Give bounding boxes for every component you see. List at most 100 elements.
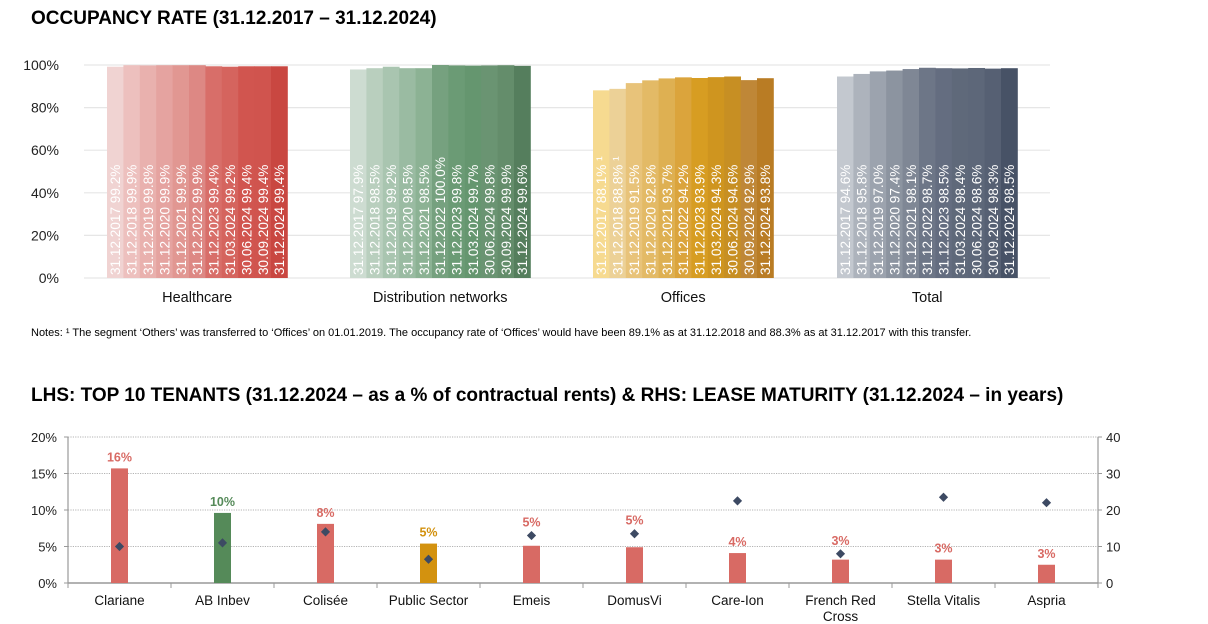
occupancy-bar [172,65,190,278]
bar-value-label: 31.12.2020 99.9% [157,165,172,275]
bar-value-label: 31.12.2017 99.2% [108,165,123,275]
y-left-tick-label: 15% [31,467,57,482]
category-label: DomusVi [607,593,662,608]
y-tick-label: 40% [31,185,59,201]
occupancy-bar [481,65,498,279]
bar-value-label: 31.12.2017 94.6% [838,165,853,275]
category-label: Cross [823,609,859,624]
y-right-tick-label: 0 [1106,576,1113,591]
occupancy-chart-title: OCCUPANCY RATE (31.12.2017 – 31.12.2024) [31,8,437,29]
bar-value-label: 31.03.2024 99.2% [223,165,238,275]
lease-maturity-marker [732,496,743,506]
bar-value-label: 31.12.2024 99.4% [272,165,287,275]
bar-value-label: 31.12.2017 88.1% ¹ [594,156,609,275]
tenant-bar-label: 3% [934,542,952,556]
category-label: Total [912,290,943,306]
tenant-bar [523,545,540,583]
bar-value-label: 31.12.2019 99.8% [141,165,156,275]
chart-notes: Notes: ¹ The segment ‘Others’ was transf… [31,327,972,339]
y-left-tick-label: 5% [38,540,57,555]
occupancy-bar [107,66,124,278]
bar-value-label: 30.09.2024 92.9% [742,165,757,275]
occupancy-bar [625,83,643,278]
y-right-tick-label: 20 [1106,503,1120,518]
tenant-bar-label: 3% [831,534,849,548]
bar-value-label: 31.12.2020 92.8% [643,165,658,275]
bar-value-label: 31.12.2023 99.4% [207,165,222,275]
category-label: Stella Vitalis [907,593,981,608]
lease-maturity-marker [320,527,331,537]
bar-value-label: 31.12.2019 99.2% [384,165,399,275]
bar-value-label: 31.12.2022 99.9% [190,165,205,275]
y-right-tick-label: 30 [1106,467,1120,482]
tenant-bar-label: 4% [728,535,746,549]
occupancy-bar [984,68,1002,278]
bar-value-label: 31.12.2024 99.6% [515,165,530,275]
y-tick-label: 100% [23,57,59,73]
tenant-bar [729,553,746,583]
bar-value-label: 30.09.2024 98.3% [986,165,1001,275]
tenant-bar-label: 10% [210,495,235,509]
occupancy-bar [593,90,610,278]
y-left-tick-label: 20% [31,430,57,445]
bar-value-label: 30.06.2024 99.8% [482,165,497,275]
y-tick-label: 60% [31,142,59,158]
tenant-bar [214,512,231,583]
occupancy-bar [189,65,206,278]
occupancy-bar [1001,68,1018,278]
tenant-bar-label: 8% [316,506,334,520]
bar-value-label: 30.06.2024 94.6% [725,165,740,275]
category-label: Healthcare [162,290,232,306]
occupancy-bar [432,65,449,278]
occupancy-bar [935,68,953,278]
bar-value-label: 31.12.2021 99.9% [174,165,189,275]
y-tick-label: 0% [39,270,59,286]
occupancy-bar [221,66,239,278]
occupancy-bar [464,65,482,278]
occupancy-bar [691,77,709,278]
lease-maturity-marker [423,554,434,564]
occupancy-bar [139,65,157,279]
occupancy-bar [271,66,288,278]
lease-maturity-marker [835,549,846,559]
occupancy-bar [919,67,936,278]
lease-maturity-marker [938,492,949,502]
bar-value-label: 31.12.2021 93.7% [660,165,675,275]
bar-value-label: 31.03.2024 94.3% [709,165,724,275]
occupancy-bar [886,70,903,279]
bar-value-label: 31.12.2018 88.8% ¹ [611,156,626,275]
lease-maturity-marker [114,541,125,552]
y-tick-label: 80% [31,100,59,116]
bar-value-label: 31.12.2022 94.2% [676,165,691,275]
lease-maturity-marker [629,529,640,539]
occupancy-bar [707,77,725,279]
bar-value-label: 30.09.2024 99.4% [256,165,271,275]
bar-value-label: 31.12.2018 95.8% [855,165,870,275]
tenant-bar [626,547,643,583]
occupancy-bar [853,73,871,278]
bar-value-label: 31.12.2018 98.5% [368,165,383,275]
bar-value-label: 31.12.2023 98.5% [937,165,952,275]
bar-value-label: 31.12.2020 97.4% [887,165,902,275]
tenant-bar-label: 3% [1037,547,1055,561]
occupancy-rate-chart: 0%20%40%60%80%100%31.12.2017 99.2% 31.12.… [23,57,1050,306]
occupancy-bar [902,69,920,278]
bar-value-label: 31.12.2024 98.5% [1002,165,1017,275]
occupancy-bar [399,68,416,278]
lease-maturity-marker [1041,498,1052,508]
category-label: Public Sector [389,593,469,608]
tenant-bar [317,523,334,583]
category-label: Colisée [303,593,348,608]
occupancy-bar [951,68,969,279]
lease-maturity-marker [217,538,228,548]
occupancy-bar [238,66,255,278]
occupancy-bar [837,76,854,278]
occupancy-bar [382,66,400,278]
bar-value-label: 31.12.2018 99.9% [125,165,140,275]
bar-value-label: 31.12.2020 98.5% [400,165,415,275]
occupancy-bar [448,65,466,279]
bar-value-label: 31.12.2023 99.8% [450,165,465,275]
bar-value-label: 30.06.2024 99.4% [239,165,254,275]
y-left-tick-label: 10% [31,503,57,518]
